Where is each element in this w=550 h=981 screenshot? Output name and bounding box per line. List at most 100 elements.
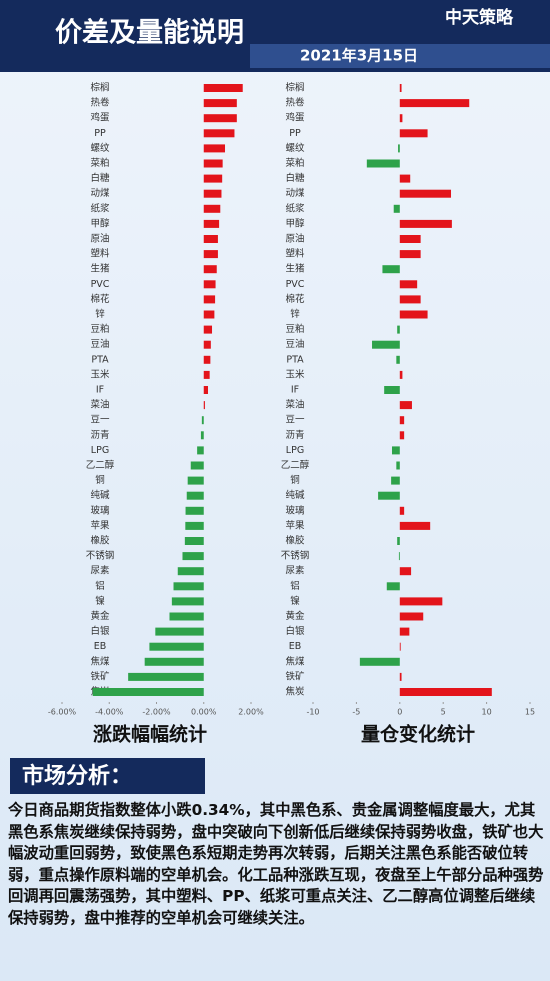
category-label: 棉花 (90, 293, 110, 305)
bar (149, 642, 204, 651)
bar (399, 129, 428, 138)
category-label: 甲醇 (90, 217, 110, 229)
category-label: 菜油 (285, 399, 304, 411)
bar (185, 521, 204, 530)
bar (399, 280, 418, 289)
category-label: IF (96, 385, 104, 396)
category-label: 苹果 (90, 519, 110, 531)
category-label: 生猪 (285, 263, 305, 275)
bar (399, 597, 443, 606)
bar (92, 688, 204, 696)
bar (201, 416, 204, 425)
bar (186, 491, 204, 500)
bar (203, 355, 211, 364)
bar (399, 627, 410, 636)
bar (372, 340, 400, 349)
bar (384, 386, 400, 394)
bar (203, 204, 221, 213)
bar (203, 310, 215, 319)
category-label: 白糖 (90, 172, 110, 184)
bar (203, 189, 222, 198)
category-label: 铜 (290, 474, 300, 486)
category-label: LPG (286, 445, 304, 456)
x-tick-label: 10 (482, 708, 492, 717)
bar (128, 672, 204, 681)
x-tick-label: -6.00% (48, 708, 77, 717)
category-label: 豆粕 (90, 323, 109, 335)
bar (399, 612, 424, 621)
bar (203, 174, 223, 183)
category-label: 不锈钢 (281, 550, 310, 562)
category-label: 动煤 (90, 187, 110, 199)
bar (169, 612, 204, 621)
category-label: 豆一 (285, 415, 305, 426)
bar (386, 582, 400, 591)
category-label: 乙二醇 (281, 459, 310, 471)
analysis-text: 今日商品期货指数整体小跌0.34%，其中黑色系、贵金属调整幅度最大，尤其黑色系焦… (8, 801, 544, 927)
bar (399, 642, 401, 651)
category-label: PTA (286, 354, 304, 365)
bar (399, 521, 431, 530)
bar (187, 476, 204, 485)
bar (399, 567, 412, 576)
category-label: 棉花 (285, 293, 305, 305)
category-label: 尿素 (90, 565, 110, 577)
bar (399, 235, 421, 243)
analysis-band (10, 758, 205, 794)
category-label: 焦炭 (285, 686, 305, 698)
bar (203, 386, 209, 394)
category-label: 螺纹 (90, 142, 110, 154)
bar (203, 295, 216, 304)
category-label: 纸浆 (90, 202, 110, 214)
category-label: 橡胶 (90, 535, 110, 547)
x-tick-label: -10 (306, 708, 319, 717)
category-label: 豆一 (90, 415, 110, 426)
bar (203, 325, 213, 334)
category-label: 棕榈 (90, 82, 109, 94)
category-label: 螺纹 (285, 142, 305, 154)
category-label: 豆油 (90, 338, 109, 350)
chart-title: 量仓变化统计 (361, 723, 475, 746)
bar (399, 310, 428, 319)
bar (203, 340, 211, 349)
bar (144, 657, 204, 666)
x-tick-label: -4.00% (95, 708, 124, 717)
bar (203, 144, 226, 153)
x-tick-label: -2.00% (142, 708, 171, 717)
bar (203, 401, 205, 410)
x-tick-label: 2.00% (238, 708, 264, 717)
bar (203, 99, 237, 108)
category-label: 热卷 (90, 97, 110, 109)
bar (399, 84, 402, 92)
category-label: 沥青 (285, 429, 304, 441)
bar (185, 506, 204, 515)
category-label: PVC (91, 279, 110, 290)
bar (399, 295, 421, 304)
bar (396, 461, 400, 470)
header-date: 2021年3月15日 (300, 47, 418, 65)
category-label: 纯碱 (90, 489, 110, 501)
x-tick-label: -5 (352, 708, 360, 717)
x-tick-label: 15 (525, 708, 535, 717)
category-label: 甲醇 (285, 217, 305, 229)
bar (399, 189, 452, 198)
bar (399, 370, 403, 379)
bar (203, 84, 243, 92)
bar (399, 416, 405, 425)
header-title: 价差及量能说明 (55, 17, 244, 49)
bar (397, 537, 400, 545)
category-label: EB (94, 641, 107, 652)
bar (182, 552, 204, 561)
bar (203, 129, 235, 138)
bar (155, 627, 204, 636)
category-label: 原油 (285, 233, 304, 245)
category-label: 白糖 (285, 172, 305, 184)
bar (200, 431, 204, 440)
bar (399, 431, 405, 440)
bar (399, 672, 402, 681)
bar (391, 446, 400, 455)
bar (396, 355, 400, 364)
category-label: 黄金 (285, 610, 305, 622)
category-label: IF (291, 385, 299, 396)
bar (399, 174, 411, 183)
